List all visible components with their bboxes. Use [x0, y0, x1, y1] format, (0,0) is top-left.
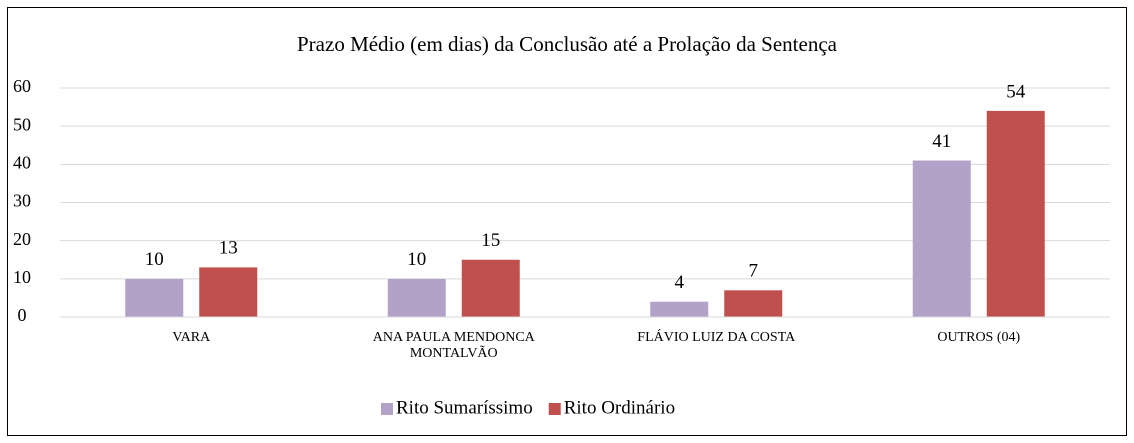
- y-tick-label: 20: [13, 229, 31, 249]
- bar: [199, 267, 258, 317]
- chart-title: Prazo Médio (em dias) da Conclusão até a…: [297, 32, 838, 56]
- bar: [650, 301, 709, 317]
- data-label: 54: [1006, 81, 1026, 102]
- bar: [912, 160, 971, 317]
- bar: [724, 290, 783, 317]
- bar: [387, 278, 446, 317]
- data-label: 15: [481, 230, 500, 251]
- bar: [461, 259, 520, 317]
- x-tick-label: OUTROS (04): [937, 330, 1021, 345]
- data-label: 7: [749, 261, 759, 282]
- y-tick-label: 40: [13, 152, 31, 172]
- data-label: 4: [675, 272, 685, 293]
- y-tick-label: 50: [13, 114, 31, 134]
- x-tick-label: FLÁVIO LUIZ DA COSTA: [637, 330, 796, 345]
- y-tick-label: 30: [13, 191, 31, 211]
- data-label: 41: [932, 131, 951, 152]
- legend-label: Rito Sumaríssimo: [396, 397, 533, 418]
- data-label: 10: [145, 249, 164, 270]
- data-label: 10: [407, 249, 426, 270]
- x-tick-label: ANA PAULA MENDONCA MONTALVÃO: [372, 330, 535, 361]
- y-tick-label: 10: [13, 267, 31, 287]
- bar: [986, 110, 1045, 318]
- legend-swatch: [548, 403, 561, 415]
- y-tick-label: 60: [13, 76, 31, 96]
- x-tick-label: VARA: [172, 330, 211, 345]
- bar: [125, 278, 184, 317]
- data-label: 13: [219, 238, 238, 259]
- y-tick-label: 0: [18, 305, 27, 325]
- legend-swatch: [381, 403, 393, 415]
- legend-label: Rito Ordinário: [564, 397, 675, 418]
